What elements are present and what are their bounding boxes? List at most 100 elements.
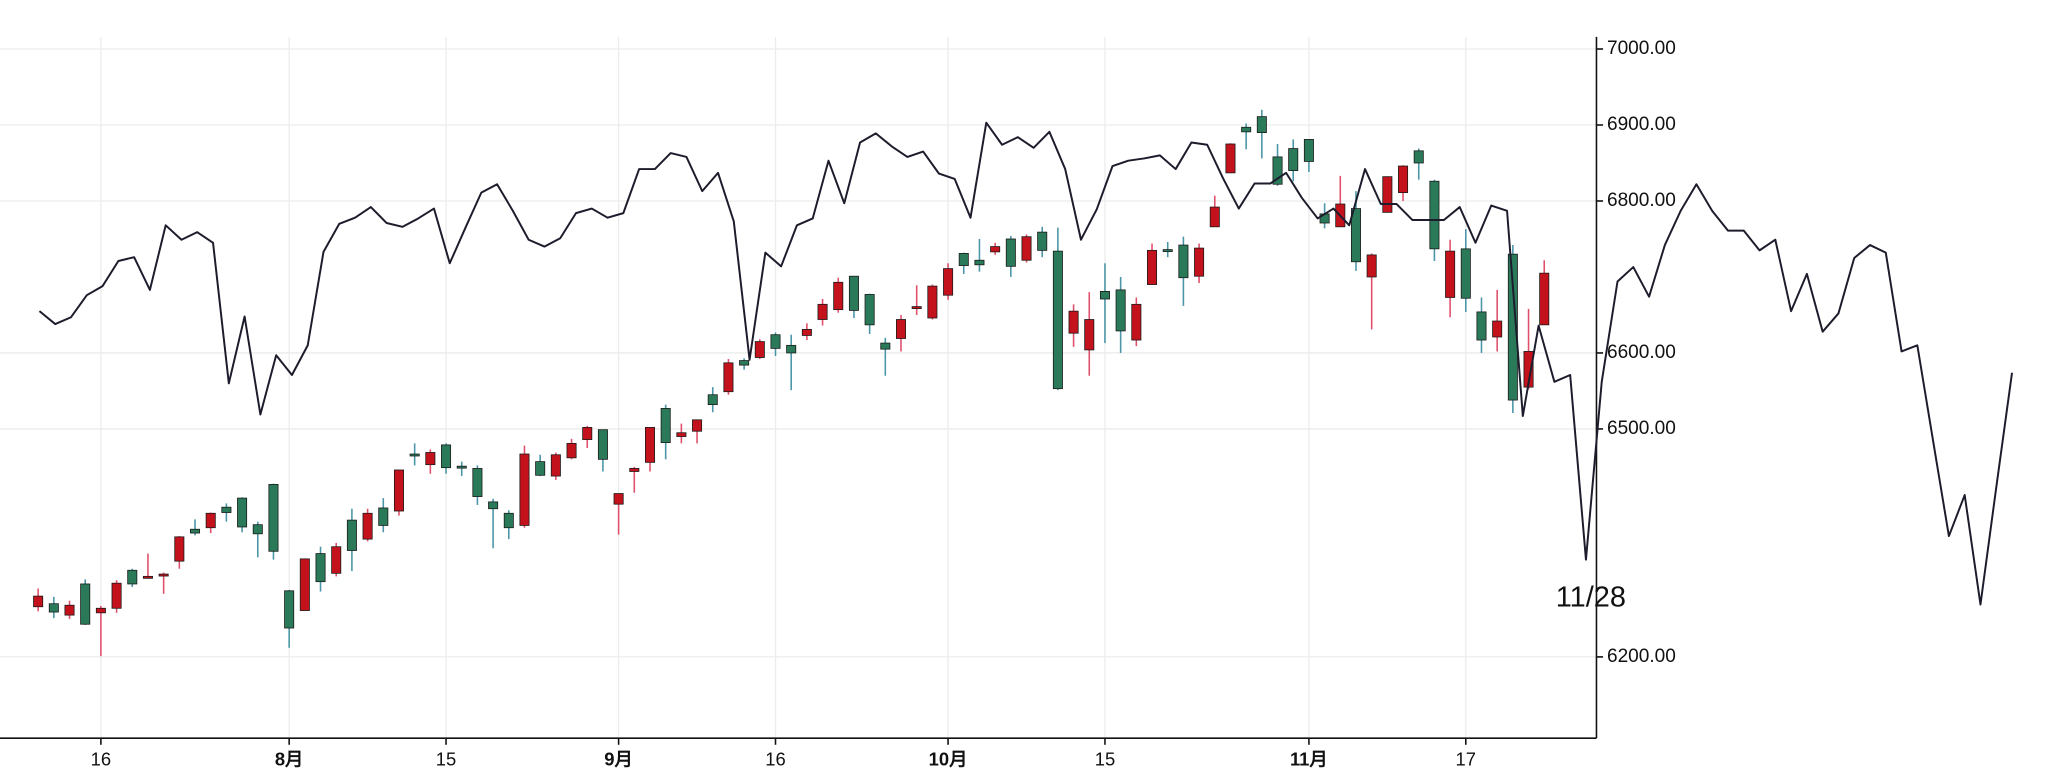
candle-body (550, 454, 561, 477)
candle-body (95, 607, 106, 614)
annotation: 11/28 (1556, 581, 1626, 613)
candle-body (1005, 238, 1016, 267)
candle-body (33, 595, 44, 608)
candle-body (1539, 272, 1550, 326)
candle-body (378, 507, 389, 526)
candle-body (1021, 236, 1032, 261)
y-tick-label: 6200.00 (1607, 646, 1676, 667)
candle-body (221, 506, 232, 513)
candle-body (80, 583, 91, 625)
candle-body (205, 512, 216, 529)
candle-body (362, 512, 373, 540)
candle-body (754, 341, 765, 358)
candle-body (739, 360, 750, 366)
candle-body (1398, 165, 1409, 194)
candle-body (1476, 311, 1487, 341)
candle-body (880, 342, 891, 350)
candle-body (1445, 250, 1456, 298)
candle-body (1084, 319, 1095, 351)
candle-body (393, 469, 404, 512)
candle-body (864, 294, 875, 326)
candle-body (990, 246, 1001, 253)
candle-body (519, 453, 530, 526)
x-tick-label: 17 (1456, 748, 1476, 769)
candle-body (1429, 180, 1440, 250)
candle-body (158, 573, 169, 577)
x-tick-label: 15 (1095, 748, 1115, 769)
candle-body (1492, 320, 1503, 338)
y-tick-label: 7000.00 (1607, 38, 1676, 59)
candle-body (707, 394, 718, 406)
grid (0, 36, 1597, 739)
candle-body (1178, 244, 1189, 279)
candle-body (1460, 248, 1471, 299)
candle-body (1052, 250, 1063, 390)
candle-body (958, 253, 969, 266)
candle-body (1413, 150, 1424, 164)
candle-body (1382, 176, 1393, 213)
y-tick-label: 6600.00 (1607, 342, 1676, 363)
candle-body (1272, 156, 1283, 185)
candle-body (1507, 253, 1518, 401)
candle-body (676, 432, 687, 437)
line-series (38, 121, 2014, 606)
x-tick-label: 16 (91, 748, 111, 769)
candle-body (817, 303, 828, 320)
candle-body (848, 275, 859, 311)
candle-body (644, 427, 655, 463)
x-tick-label: 9月 (604, 748, 633, 769)
candle-body (488, 501, 499, 510)
candle-body (896, 319, 907, 339)
candle-body (1241, 126, 1252, 133)
candle-body (801, 329, 812, 336)
x-tick-label: 8月 (275, 748, 304, 769)
candle-body (723, 362, 734, 393)
candle-body (1366, 254, 1377, 278)
candle-body (582, 427, 593, 440)
candle-body (503, 512, 514, 529)
candle-body (613, 493, 624, 505)
candle-body (1115, 289, 1126, 332)
y-tick-label: 6800.00 (1607, 190, 1676, 211)
candle-body (1037, 231, 1048, 251)
candle-body (315, 553, 326, 583)
candle-body (943, 268, 954, 296)
candle-body (142, 575, 153, 579)
x-tick-label: 10月 (929, 748, 968, 769)
candle-body (268, 484, 279, 552)
candle-body (911, 306, 922, 309)
candle-body (974, 259, 985, 266)
candle-body (409, 453, 420, 457)
candle-body (472, 468, 483, 497)
candle-body (1256, 116, 1267, 133)
candle-body (1209, 206, 1220, 228)
candle-body (48, 603, 59, 613)
candle-body (237, 497, 248, 528)
candle-body (1225, 143, 1236, 174)
candle-body (1099, 291, 1110, 300)
y-tick-label: 6900.00 (1607, 114, 1676, 135)
candle-body (441, 444, 452, 469)
candle-body (111, 582, 122, 609)
candle-body (127, 569, 138, 585)
candle-body (1162, 249, 1173, 252)
candle-body (597, 429, 608, 460)
candle-body (425, 452, 436, 466)
candle-body (252, 524, 263, 535)
candle-body (1194, 247, 1205, 277)
candle-body (1131, 303, 1142, 341)
candle-body (174, 536, 185, 562)
candle-body (1350, 208, 1361, 263)
candle-body (331, 546, 342, 574)
candle-body (927, 285, 938, 319)
candle-body (1068, 310, 1079, 334)
candle-body (629, 468, 640, 472)
candle-body (64, 604, 75, 616)
candle-body (346, 519, 357, 551)
x-tick-label: 11月 (1290, 748, 1328, 769)
candle-body (1147, 249, 1158, 285)
candle-body (1303, 139, 1314, 162)
y-tick-label: 6500.00 (1607, 418, 1676, 439)
